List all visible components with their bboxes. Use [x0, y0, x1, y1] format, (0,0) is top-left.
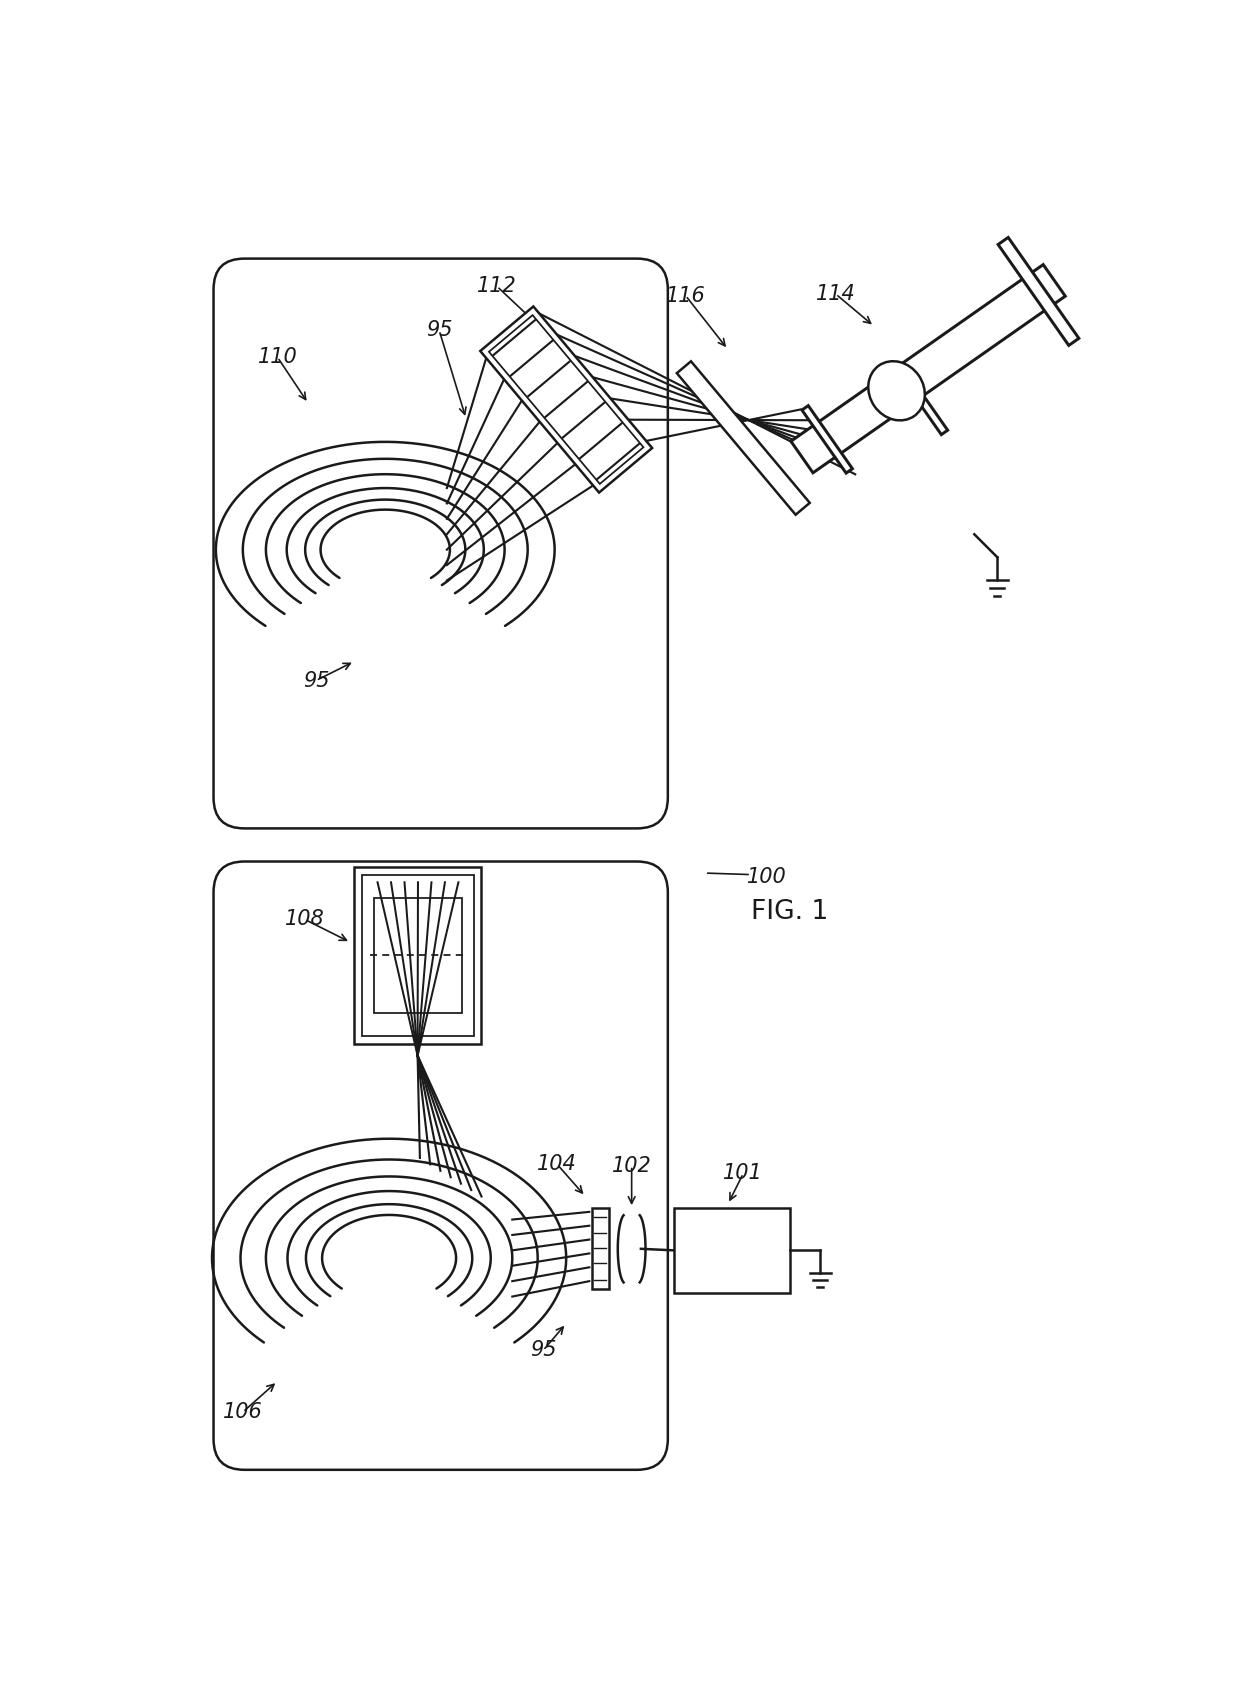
Polygon shape — [802, 406, 852, 472]
Bar — [591, 1209, 609, 1288]
Text: 100: 100 — [746, 867, 786, 887]
Text: 112: 112 — [477, 276, 517, 296]
Bar — [373, 897, 463, 1012]
Text: 106: 106 — [223, 1402, 263, 1422]
Ellipse shape — [868, 361, 925, 420]
Text: 95: 95 — [425, 320, 453, 340]
Polygon shape — [480, 306, 652, 493]
Text: 104: 104 — [537, 1155, 577, 1175]
Polygon shape — [677, 361, 810, 515]
Text: 95: 95 — [303, 670, 329, 691]
Text: 108: 108 — [284, 909, 325, 929]
FancyBboxPatch shape — [213, 862, 668, 1470]
Text: FIG. 1: FIG. 1 — [751, 899, 828, 924]
Text: 101: 101 — [723, 1163, 763, 1183]
Text: 114: 114 — [816, 284, 856, 305]
Polygon shape — [791, 264, 1065, 472]
Bar — [355, 867, 481, 1045]
Bar — [362, 875, 474, 1036]
Polygon shape — [998, 237, 1079, 345]
Bar — [675, 1209, 790, 1293]
Polygon shape — [918, 396, 947, 435]
Text: 116: 116 — [666, 286, 706, 305]
Text: 95: 95 — [529, 1341, 557, 1361]
Text: 110: 110 — [258, 347, 298, 367]
FancyBboxPatch shape — [213, 259, 668, 828]
Text: 102: 102 — [611, 1156, 651, 1175]
